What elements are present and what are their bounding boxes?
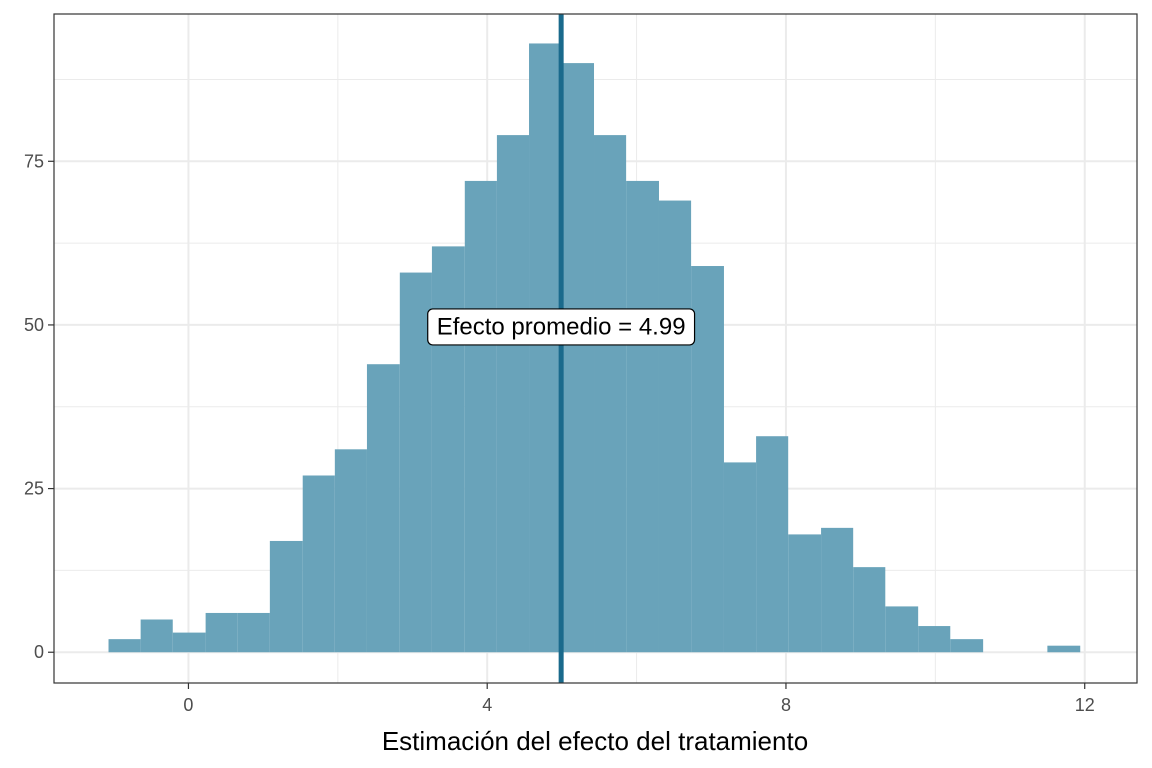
histogram-bar bbox=[302, 475, 335, 653]
y-tick-label: 25 bbox=[24, 479, 44, 499]
histogram-bar bbox=[108, 639, 141, 653]
x-tick-label: 4 bbox=[482, 695, 492, 715]
axes: 0 4 8 12 0 25 50 75 bbox=[24, 151, 1095, 715]
y-tick-label: 50 bbox=[24, 315, 44, 335]
histogram-bar bbox=[269, 540, 303, 653]
histogram-bar bbox=[464, 180, 497, 653]
histogram-bar bbox=[431, 246, 465, 653]
histogram-bar bbox=[691, 266, 724, 653]
histogram-bar bbox=[788, 534, 822, 653]
histogram-bar bbox=[723, 462, 757, 653]
histogram-bar bbox=[658, 200, 692, 653]
histogram-bar bbox=[561, 63, 595, 653]
histogram-bar bbox=[756, 436, 789, 653]
histogram-bar bbox=[399, 272, 432, 653]
histogram-bar bbox=[885, 606, 919, 653]
x-tick-label: 0 bbox=[183, 695, 193, 715]
annotation-label: Efecto promedio = 4.99 bbox=[437, 313, 686, 340]
histogram-bar bbox=[821, 527, 854, 653]
x-tick-label: 12 bbox=[1075, 695, 1095, 715]
histogram-bar bbox=[366, 364, 400, 653]
histogram-bar bbox=[626, 180, 659, 653]
y-tick-label: 75 bbox=[24, 151, 44, 171]
histogram-bar bbox=[529, 43, 562, 653]
histogram-bar bbox=[594, 135, 627, 653]
histogram-bar bbox=[853, 567, 886, 653]
annotation-box bbox=[427, 308, 696, 346]
y-tick-label: 0 bbox=[34, 642, 44, 662]
histogram-bars bbox=[108, 43, 1081, 653]
histogram-bar bbox=[496, 135, 530, 653]
histogram-bar bbox=[237, 612, 270, 653]
histogram-bar bbox=[918, 626, 951, 653]
histogram-bar bbox=[334, 449, 367, 653]
histogram-bar bbox=[205, 612, 238, 653]
mean-annotation: Efecto promedio = 4.99 bbox=[427, 308, 696, 346]
histogram-bar bbox=[140, 619, 173, 653]
histogram-bar bbox=[950, 639, 984, 653]
histogram-bar bbox=[172, 632, 206, 653]
histogram-bar bbox=[1047, 645, 1081, 653]
panel-border bbox=[53, 13, 1138, 684]
x-tick-label: 8 bbox=[781, 695, 791, 715]
x-axis-title: Estimación del efecto del tratamiento bbox=[382, 726, 808, 756]
